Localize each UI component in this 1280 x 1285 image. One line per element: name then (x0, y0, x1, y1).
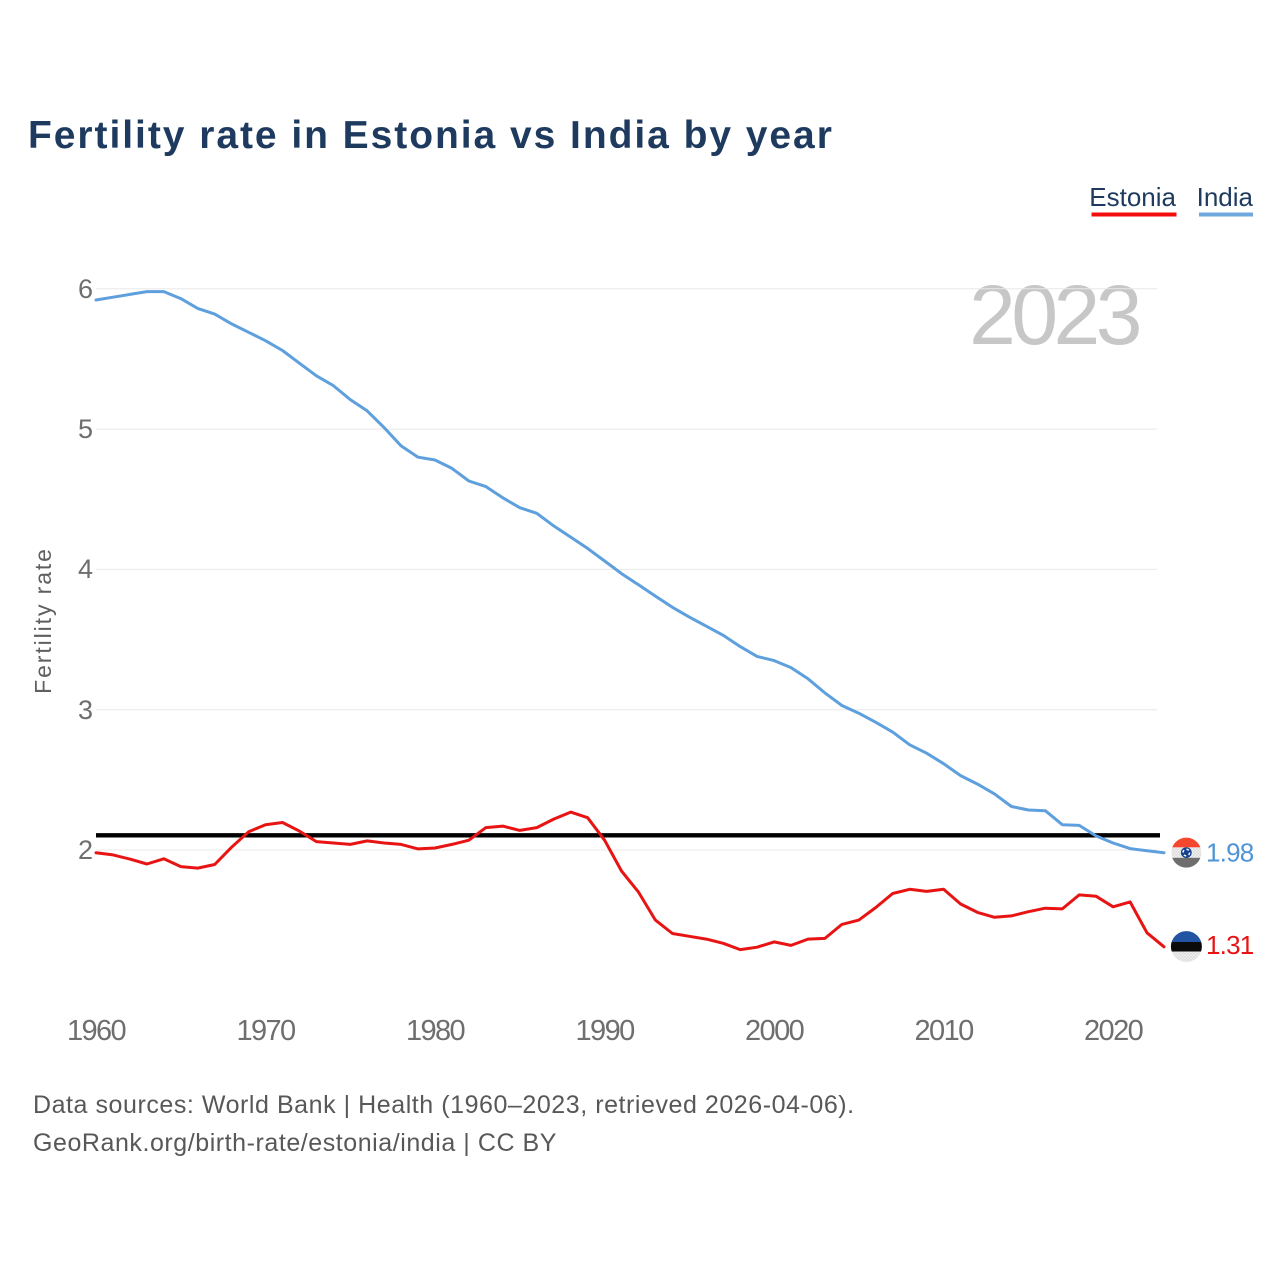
svg-text:3: 3 (78, 695, 93, 725)
svg-text:1.98: 1.98 (1206, 838, 1254, 868)
svg-text:1990: 1990 (576, 1015, 635, 1047)
svg-text:4: 4 (78, 554, 93, 584)
svg-text:5: 5 (78, 414, 93, 444)
svg-text:Estonia: Estonia (1089, 182, 1176, 212)
svg-text:Fertility rate in Estonia vs I: Fertility rate in Estonia vs India by ye… (28, 114, 834, 157)
svg-text:2023: 2023 (969, 268, 1140, 362)
svg-text:Data sources: World Bank | Hea: Data sources: World Bank | Health (1960–… (33, 1091, 855, 1119)
svg-text:2020: 2020 (1084, 1015, 1143, 1047)
svg-text:1970: 1970 (236, 1015, 295, 1047)
svg-text:2010: 2010 (915, 1015, 974, 1047)
svg-text:2: 2 (78, 835, 93, 865)
svg-text:GeoRank.org/birth-rate/estonia: GeoRank.org/birth-rate/estonia/india | C… (33, 1129, 557, 1157)
svg-text:1.31: 1.31 (1206, 930, 1254, 960)
svg-text:2000: 2000 (745, 1015, 804, 1047)
svg-text:India: India (1197, 182, 1254, 212)
svg-text:1980: 1980 (406, 1015, 465, 1047)
svg-text:1960: 1960 (67, 1015, 126, 1047)
svg-text:Fertility rate: Fertility rate (30, 547, 56, 694)
svg-text:6: 6 (78, 274, 93, 304)
